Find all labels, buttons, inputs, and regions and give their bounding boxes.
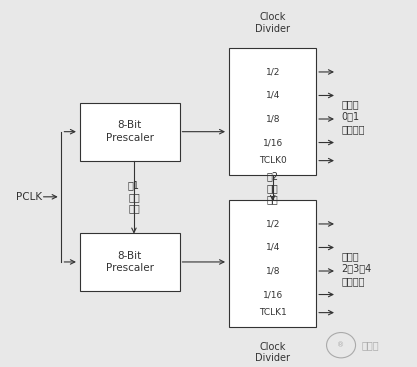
Text: 8-Bit
Prescaler: 8-Bit Prescaler	[106, 120, 154, 143]
Text: 日月辰: 日月辰	[362, 340, 379, 350]
Text: 1/4: 1/4	[266, 243, 280, 252]
Text: TCLK0: TCLK0	[259, 156, 286, 165]
Bar	[80, 233, 179, 291]
Text: 定时器
0、1
工作时钟: 定时器 0、1 工作时钟	[341, 99, 364, 134]
Text: 第1
级分
频器: 第1 级分 频器	[128, 180, 140, 214]
Bar	[229, 200, 316, 327]
Text: PCLK: PCLK	[16, 192, 42, 202]
Text: TCLK1: TCLK1	[259, 308, 286, 317]
Bar	[229, 48, 316, 175]
Text: 1/8: 1/8	[266, 115, 280, 124]
Text: Clock
Divider: Clock Divider	[255, 342, 290, 363]
Text: Clock
Divider: Clock Divider	[255, 12, 290, 34]
Text: 8-Bit
Prescaler: 8-Bit Prescaler	[106, 251, 154, 273]
Text: 1/8: 1/8	[266, 266, 280, 276]
Text: 定时器
2、3、4
工作时钟: 定时器 2、3、4 工作时钟	[341, 251, 371, 286]
Text: 1/2: 1/2	[266, 219, 280, 228]
Text: 1/2: 1/2	[266, 68, 280, 76]
Text: 1/16: 1/16	[263, 290, 283, 299]
Bar	[80, 103, 179, 161]
Text: ®: ®	[337, 342, 344, 348]
Text: 1/16: 1/16	[263, 138, 283, 147]
Text: 1/4: 1/4	[266, 91, 280, 100]
Text: 第2
级分
频器: 第2 级分 频器	[266, 171, 279, 204]
